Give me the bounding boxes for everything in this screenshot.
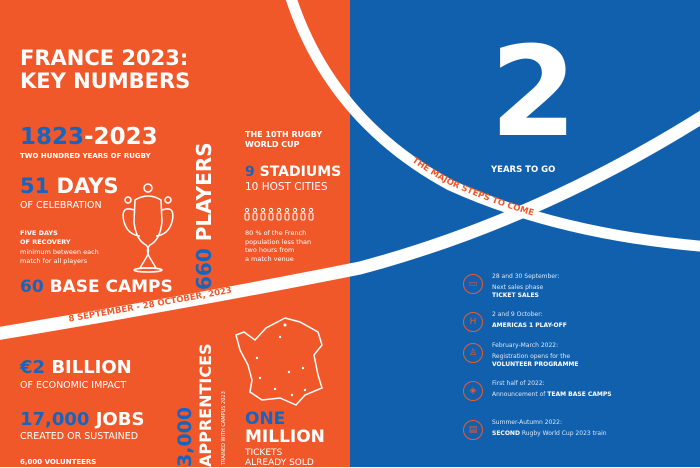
apprentices-number: 3,000 xyxy=(174,406,196,467)
person-icon xyxy=(292,212,298,221)
population-people-icons xyxy=(244,207,314,221)
host-cities: 10 HOST CITIES xyxy=(245,181,328,193)
timeline-description: AMERICAS 1 PLAY-OFF xyxy=(492,322,567,329)
person-icon xyxy=(292,207,298,213)
tickets-caption: TICKETS ALREADY SOLD xyxy=(245,448,314,468)
timeline-date: 2 and 9 October: xyxy=(492,311,543,318)
person-icon xyxy=(268,207,274,213)
timeline-item: 2 and 9 October: AMERICAS 1 PLAY-OFF xyxy=(492,311,622,330)
economic-stat: €2 BILLION xyxy=(20,357,132,378)
person-icon xyxy=(300,212,306,221)
timeline-description: Announcement of TEAM BASE CAMPS xyxy=(492,391,612,398)
person-icon xyxy=(308,212,314,221)
timeline-date: February-March 2022: xyxy=(492,342,559,349)
person-icon xyxy=(284,207,290,213)
timeline-date: First half of 2022: xyxy=(492,380,545,387)
timeline-description: SECOND Rugby World Cup 2023 train xyxy=(492,430,607,437)
france-map-icon xyxy=(235,317,323,406)
timeline-description: Registration opens for the VOLUNTEER PROG… xyxy=(492,353,579,368)
person-icon xyxy=(260,207,266,213)
population-text: 80 % of the French population less than tw… xyxy=(245,229,312,263)
train-icon: ▤ xyxy=(463,420,483,440)
person-icon xyxy=(300,207,306,213)
base-camps-stat: 60 BASE CAMPS xyxy=(20,277,173,297)
days-caption: OF CELEBRATION xyxy=(20,200,102,211)
tickets-stat: ONE MILLION xyxy=(245,409,325,447)
timeline-item: Summer-Autumn 2022: SECOND Rugby World Cu… xyxy=(492,419,622,438)
days-stat: 51 DAYS xyxy=(20,174,119,198)
timeline-date: Summer-Autumn 2022: xyxy=(492,419,563,426)
rugby-posts-icon: H xyxy=(463,312,483,332)
economic-caption: OF ECONOMIC IMPACT xyxy=(20,380,127,391)
person-icon xyxy=(260,212,266,221)
stadiums-stat: 9 STADIUMS xyxy=(245,164,342,180)
person-icon xyxy=(284,212,290,221)
timeline-date: 28 and 30 September: xyxy=(492,273,560,280)
apprentices-label: APPRENTICES xyxy=(196,343,215,467)
person-icon xyxy=(308,207,314,213)
apprentices-caption: TRAINED WITH CAMPUS 2023 xyxy=(221,391,227,465)
timeline-description: Next sales phase TICKET SALES xyxy=(492,284,544,299)
trophy-icon xyxy=(122,183,174,273)
world-cup-edition: THE 10TH RUGBY WORLD CUP xyxy=(245,130,323,149)
person-icon xyxy=(268,212,274,221)
years-to-go-label: YEARS TO GO xyxy=(491,165,556,175)
recovery-description: minimum between each match for all player… xyxy=(20,248,99,265)
person-icon xyxy=(252,212,258,221)
person-icon xyxy=(276,207,282,213)
volunteer-icon: ♙ xyxy=(463,343,483,363)
volunteers-stat: 6,000 VOLUNTEERS xyxy=(20,458,97,466)
jobs-caption: CREATED OR SUSTAINED xyxy=(20,431,139,442)
orange-panel xyxy=(0,0,350,467)
page-title: FRANCE 2023: KEY NUMBERS xyxy=(20,46,191,93)
players-stat: 660 PLAYERS xyxy=(192,142,216,290)
years-to-go-number: 2 xyxy=(490,20,577,165)
timeline-item: First half of 2022: Announcement of TEAM … xyxy=(492,380,622,399)
person-icon xyxy=(276,212,282,221)
timeline-item: February-March 2022: Registration opens f… xyxy=(492,342,622,369)
recovery-heading: FIVE DAYS OF RECOVERY xyxy=(20,229,71,246)
timeline-item: 28 and 30 September: Next sales phase TICK… xyxy=(492,273,622,300)
person-icon xyxy=(252,207,258,213)
location-pin-icon: ◈ xyxy=(463,381,483,401)
person-icon xyxy=(244,212,250,221)
years-stat: 1823-2023 xyxy=(20,124,158,150)
jobs-stat: 17,000 JOBS xyxy=(20,409,145,430)
tickets-icon: ▭ xyxy=(463,274,483,294)
years-caption: TWO HUNDRED YEARS OF RUGBY xyxy=(20,152,151,160)
host-city-markers xyxy=(255,323,307,397)
person-icon xyxy=(244,207,250,213)
blue-panel xyxy=(350,0,700,467)
